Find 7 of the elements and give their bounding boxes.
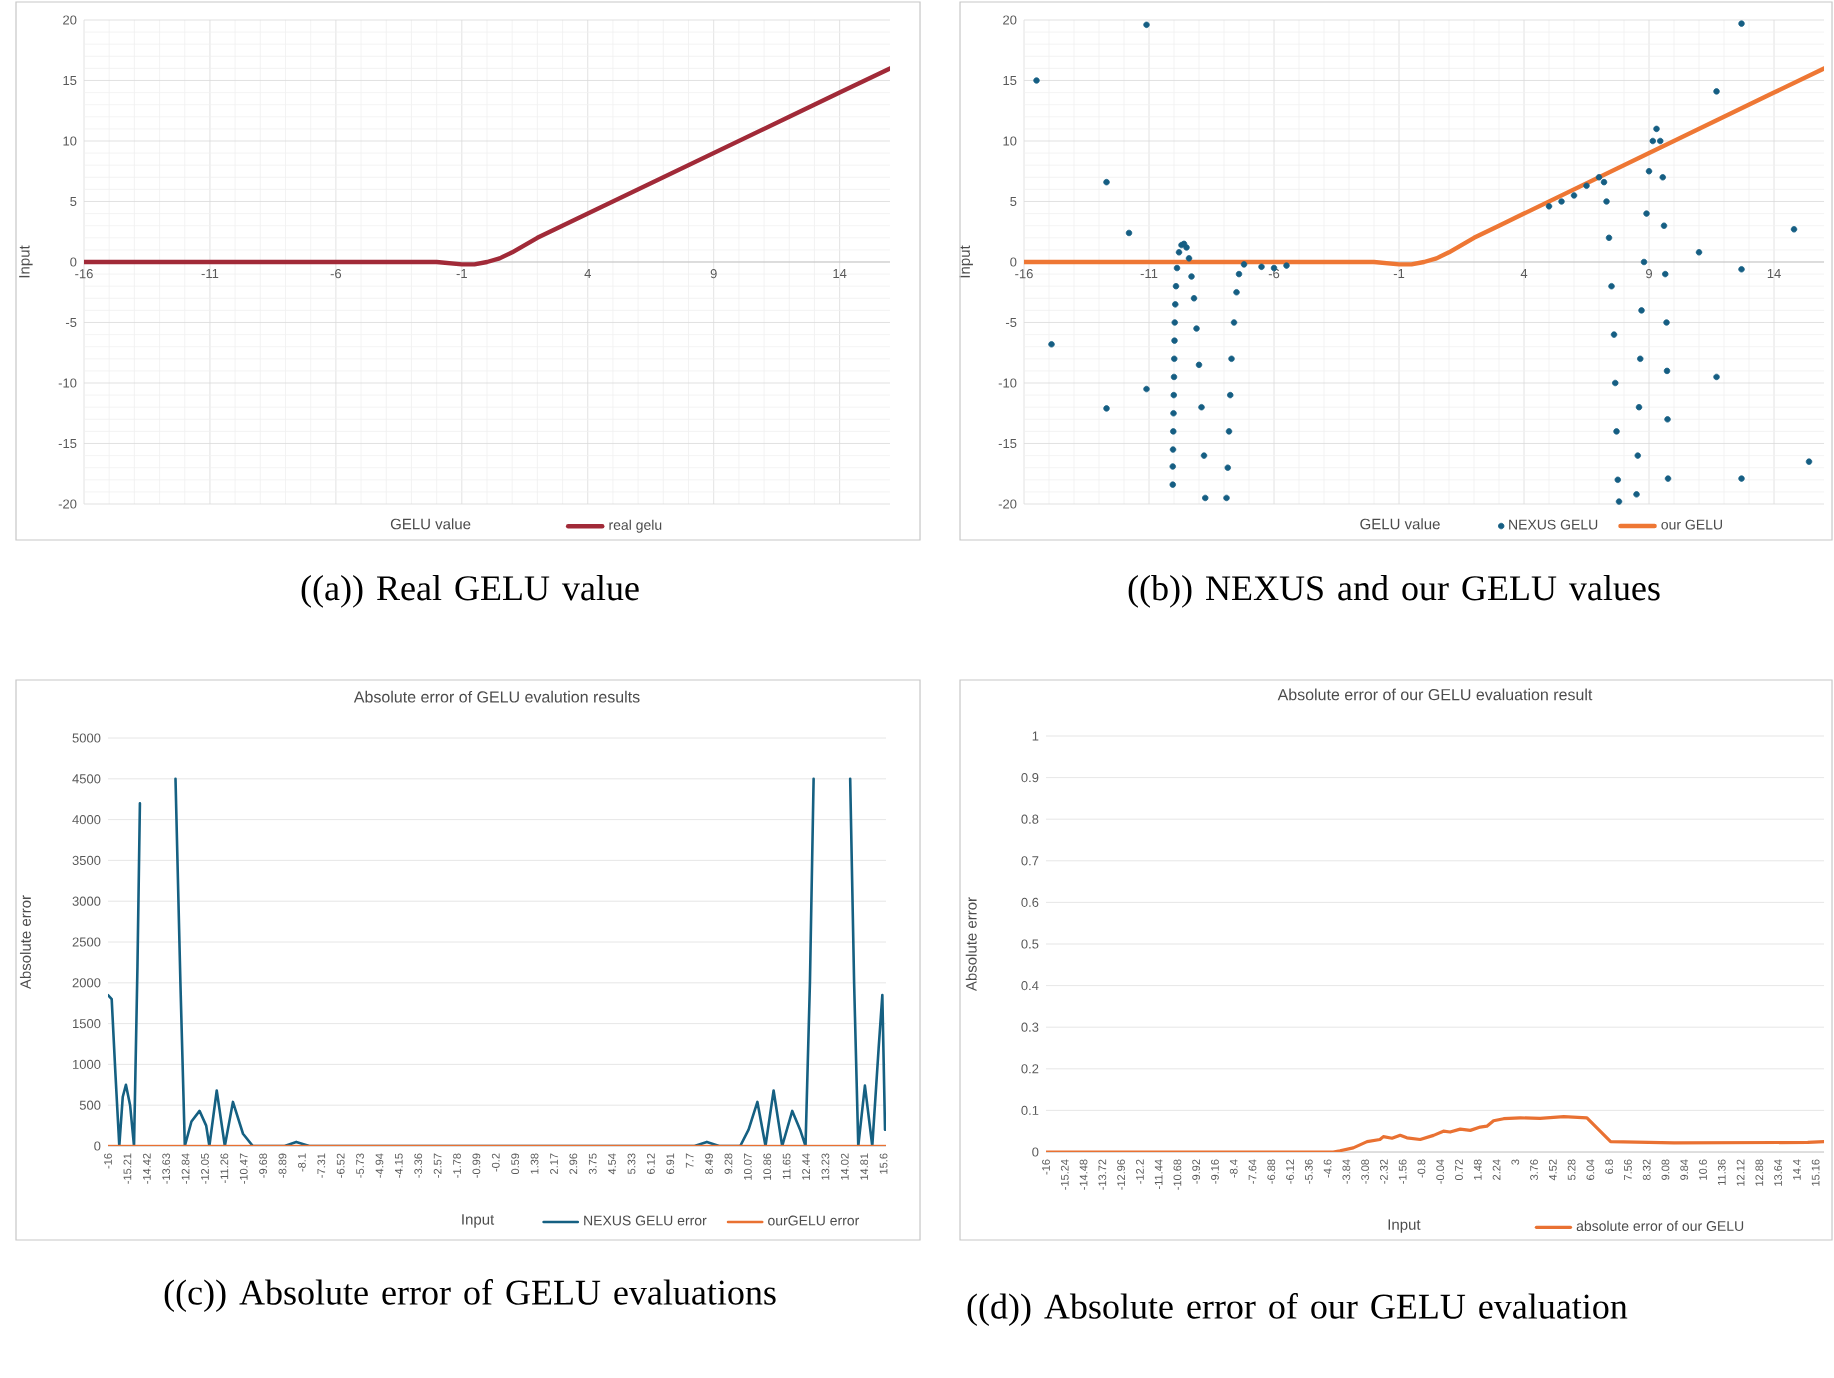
text: ((b)) NEXUS and our GELU values <box>1128 575 1660 608</box>
text: ((a)) Real GELU value <box>301 575 639 608</box>
text: ((c)) Absolute error of GELU evaluations <box>164 1279 776 1313</box>
text: ((d)) Absolute error of our GELU evaluation <box>967 1293 1628 1327</box>
chart-title: Absolute error of our GELU evaluation result <box>1277 688 1593 701</box>
line-series <box>1046 1115 1825 1152</box>
chart-title: Absolute error of GELU evalution results <box>353 690 640 703</box>
